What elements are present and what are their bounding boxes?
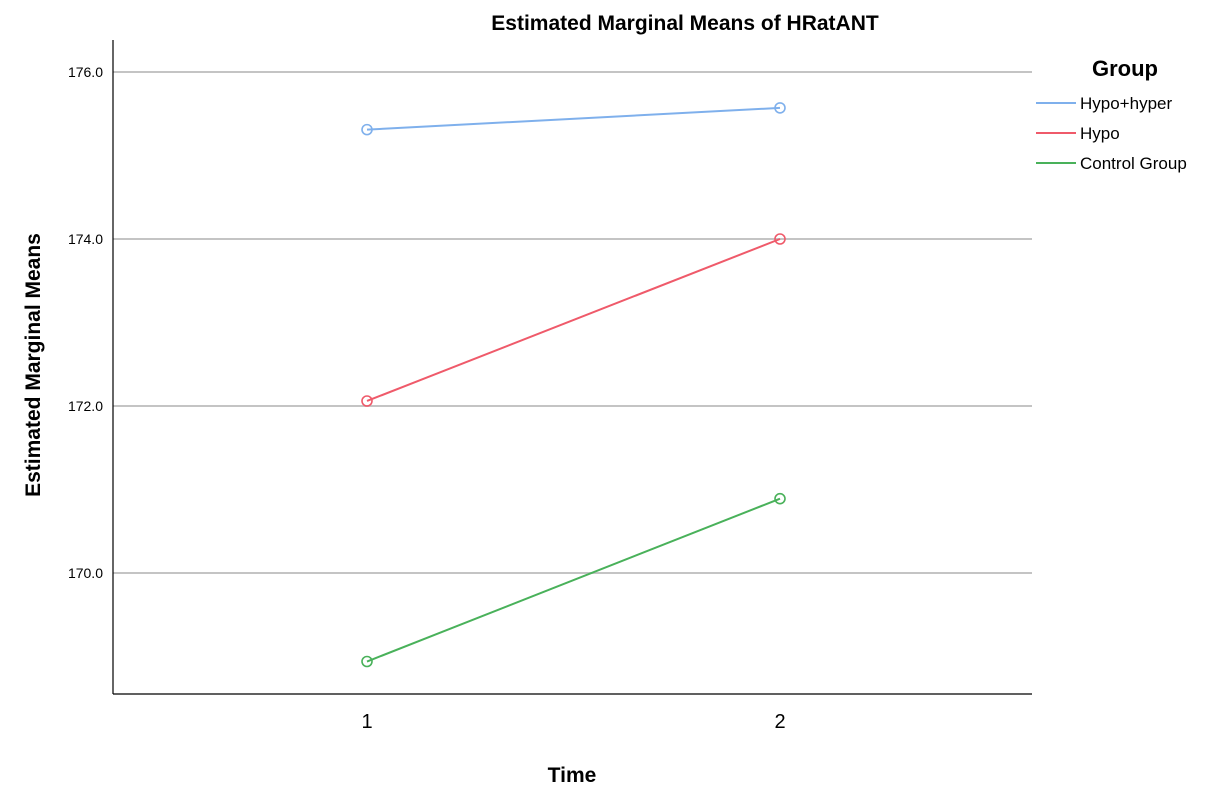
- legend-label: Hypo+hyper: [1080, 94, 1172, 113]
- axes: [112, 40, 1032, 695]
- data-point: [361, 395, 373, 407]
- tick-labels: 170.0 172.0 174.0 176.0 1 2: [68, 64, 786, 733]
- series-line: [366, 238, 781, 402]
- y-axis-title: Estimated Marginal Means: [22, 233, 45, 497]
- x-axis-title: Time: [548, 764, 597, 787]
- chart-title: Estimated Marginal Means of HRatANT: [491, 12, 879, 35]
- data-point: [361, 655, 373, 668]
- legend-title: Group: [1092, 56, 1158, 81]
- gridlines: [113, 71, 1032, 574]
- y-tick-label: 172.0: [68, 398, 103, 414]
- legend: Group Hypo+hyper Hypo Control Group: [1036, 56, 1187, 173]
- data-point: [774, 102, 786, 114]
- legend-label: Control Group: [1080, 154, 1187, 173]
- y-tick-label: 170.0: [68, 565, 103, 581]
- data-point: [361, 123, 373, 136]
- y-tick-label: 174.0: [68, 231, 103, 247]
- x-tick-label: 2: [774, 711, 785, 733]
- series: [361, 102, 786, 668]
- y-tick-label: 176.0: [68, 64, 103, 80]
- data-point: [774, 492, 786, 505]
- data-point: [774, 233, 786, 245]
- legend-label: Hypo: [1080, 124, 1120, 143]
- x-tick-label: 1: [361, 711, 372, 733]
- series-line: [366, 106, 781, 131]
- series-line: [366, 497, 781, 663]
